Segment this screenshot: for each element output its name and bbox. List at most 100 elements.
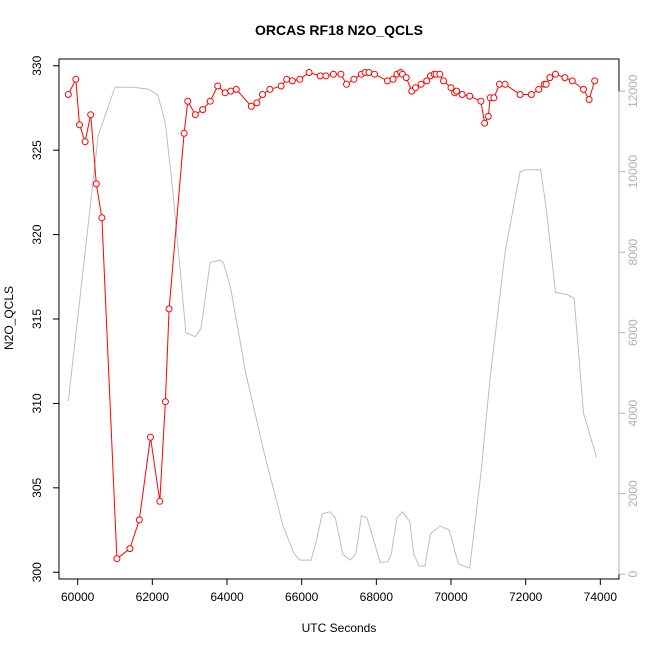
n2o-point (535, 85, 543, 93)
n2o-point (436, 70, 444, 78)
n2o-point (552, 70, 559, 78)
n2o-point (343, 80, 350, 88)
y-tick-label: 310 (30, 393, 44, 413)
y2-tick-label: 2000 (626, 480, 640, 507)
n2o-point (206, 97, 214, 105)
n2o-point (501, 80, 509, 88)
n2o-point (389, 75, 397, 83)
x-tick-label: 68000 (360, 590, 394, 604)
n2o-point (447, 84, 455, 92)
y-tick-label: 325 (30, 140, 44, 160)
n2o-point (64, 91, 72, 98)
n2o-point (247, 102, 255, 110)
n2o-point (402, 74, 410, 82)
n2o-series (64, 69, 599, 563)
n2o-point (384, 77, 391, 85)
n2o-point (184, 97, 192, 105)
y-tick-label: 330 (30, 55, 44, 75)
n2o-point (165, 305, 173, 313)
n2o-point (580, 85, 587, 93)
n2o-point (98, 214, 106, 222)
n2o-point (484, 112, 492, 120)
n2o-point (542, 80, 550, 88)
n2o-point (322, 72, 330, 80)
n2o-point (221, 89, 229, 97)
n2o-point (191, 111, 199, 119)
y-tick-label: 320 (30, 224, 44, 244)
n2o-point (266, 85, 274, 93)
n2o-point (180, 129, 188, 137)
n2o-point (288, 77, 296, 85)
y2-tick-label: 8000 (626, 239, 640, 266)
n2o-point (253, 99, 261, 107)
n2o-point (214, 82, 222, 90)
n2o-point (113, 555, 121, 563)
x-tick-label: 62000 (136, 590, 170, 604)
x-tick-label: 66000 (285, 590, 319, 604)
n2o-point (490, 94, 498, 102)
n2o-point (516, 91, 524, 98)
y-tick-label: 300 (30, 562, 44, 582)
n2o-point (365, 69, 373, 76)
x-tick-label: 60000 (61, 590, 95, 604)
y2-tick-label: 12000 (626, 74, 640, 108)
n2o-point (227, 87, 235, 95)
x-tick-label: 72000 (509, 590, 543, 604)
n2o-point (259, 91, 266, 98)
n2o-point (527, 91, 535, 98)
n2o-point (81, 138, 89, 146)
n2o-point (72, 75, 80, 83)
n2o-point (87, 111, 95, 119)
n2o-point (337, 70, 345, 78)
n2o-point (440, 77, 447, 85)
n2o-point (283, 75, 291, 83)
y2-tick-label: 4000 (626, 400, 640, 427)
x-tick-label: 70000 (434, 590, 468, 604)
n2o-point (305, 69, 313, 76)
n2o-point (477, 97, 485, 105)
n2o-point (199, 106, 207, 114)
n2o-point (466, 92, 474, 100)
n2o-point (561, 74, 569, 82)
altitude-line (67, 86, 598, 569)
n2o-point (350, 75, 358, 83)
x-axis: 60000 62000 64000 66000 68000 70000 72000 74000 (61, 579, 617, 604)
n2o-point (481, 119, 489, 127)
n2o-point (232, 85, 240, 93)
n2o-point (147, 433, 154, 441)
y-axis-left: 300 305 310 315 320 325 330 (30, 55, 59, 582)
y-axis-title: N2O_QCLS (2, 286, 16, 350)
n2o-point (568, 77, 576, 85)
n2o-point (371, 70, 378, 78)
n2o-point (412, 84, 419, 92)
n2o-point (135, 516, 143, 524)
y2-tick-label: 10000 (626, 155, 640, 189)
n2o-point (423, 77, 431, 85)
n2o-point (126, 545, 134, 553)
n2o-point (329, 70, 337, 78)
n2o-point (76, 121, 83, 129)
n2o-point (161, 398, 169, 406)
x-axis-title: UTC Seconds (302, 621, 377, 635)
n2o-point (156, 497, 164, 505)
y-tick-label: 315 (30, 309, 44, 329)
y2-tick-label: 0 (626, 571, 640, 578)
n2o-point (417, 80, 425, 88)
n2o-point (585, 96, 593, 103)
n2o-point (92, 180, 100, 188)
y2-tick-label: 6000 (626, 319, 640, 346)
n2o-point (277, 82, 285, 90)
n2o-point (458, 91, 466, 98)
x-tick-label: 64000 (210, 590, 244, 604)
y-tick-label: 305 (30, 477, 44, 497)
x-tick-label: 74000 (584, 590, 618, 604)
n2o-point (591, 77, 599, 85)
n2o-point (453, 87, 461, 95)
y-axis-right: 0 2000 4000 6000 8000 10000 12000 (618, 74, 640, 578)
n2o-point (546, 74, 554, 82)
altitude-series (67, 86, 598, 569)
n2o-point (296, 75, 304, 83)
chart-title: ORCAS RF18 N2O_QCLS (255, 22, 423, 38)
